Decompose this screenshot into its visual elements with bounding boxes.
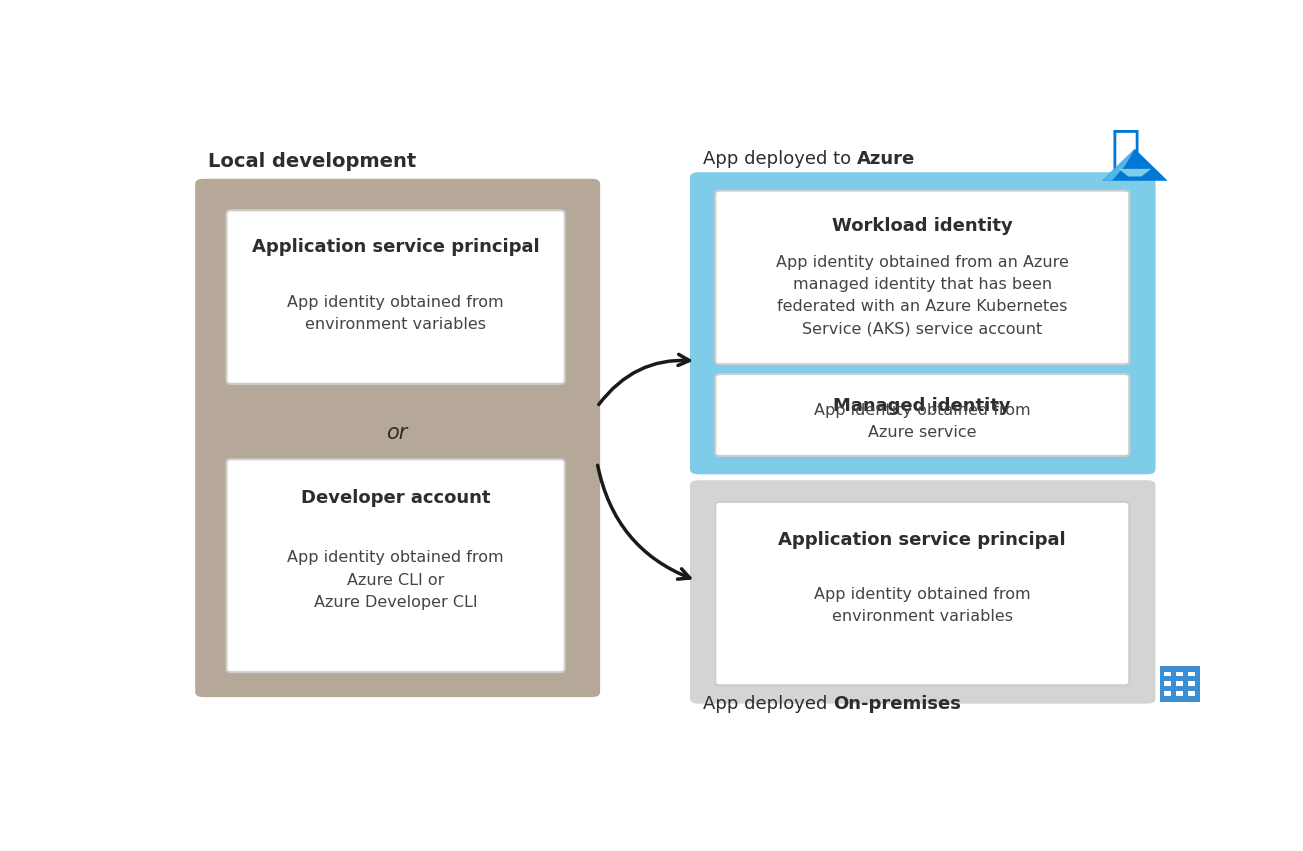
Text: Local development: Local development	[208, 152, 417, 171]
Text: Application service principal: Application service principal	[251, 238, 539, 256]
FancyBboxPatch shape	[227, 460, 564, 672]
FancyBboxPatch shape	[1188, 682, 1195, 686]
Polygon shape	[1102, 149, 1135, 180]
FancyBboxPatch shape	[715, 191, 1130, 364]
FancyBboxPatch shape	[691, 480, 1156, 704]
Text: App deployed: App deployed	[704, 694, 833, 713]
FancyBboxPatch shape	[1177, 671, 1183, 677]
Text: Managed identity: Managed identity	[834, 397, 1011, 415]
Text: App deployed to: App deployed to	[704, 150, 857, 168]
FancyBboxPatch shape	[1188, 671, 1195, 677]
Text: Ⓐ: Ⓐ	[1110, 126, 1140, 174]
FancyBboxPatch shape	[195, 179, 601, 697]
FancyBboxPatch shape	[1188, 691, 1195, 696]
Text: App identity obtained from an Azure
managed identity that has been
federated wit: App identity obtained from an Azure mana…	[775, 255, 1068, 336]
Polygon shape	[1102, 149, 1167, 180]
FancyBboxPatch shape	[227, 210, 564, 384]
Polygon shape	[1118, 168, 1152, 176]
FancyBboxPatch shape	[1165, 691, 1171, 696]
FancyBboxPatch shape	[1165, 671, 1171, 677]
Text: App identity obtained from
environment variables: App identity obtained from environment v…	[288, 294, 504, 332]
FancyBboxPatch shape	[715, 374, 1130, 456]
FancyBboxPatch shape	[1160, 665, 1200, 702]
Text: or: or	[387, 423, 408, 443]
Text: Application service principal: Application service principal	[778, 531, 1066, 550]
Text: Workload identity: Workload identity	[831, 217, 1012, 235]
FancyBboxPatch shape	[691, 172, 1156, 474]
FancyBboxPatch shape	[1165, 682, 1171, 686]
FancyBboxPatch shape	[1177, 682, 1183, 686]
Text: On-premises: On-premises	[833, 694, 962, 713]
Text: Azure: Azure	[857, 150, 915, 168]
FancyBboxPatch shape	[1177, 691, 1183, 696]
Text: App identity obtained from
Azure service: App identity obtained from Azure service	[814, 403, 1031, 440]
Text: Developer account: Developer account	[301, 488, 490, 506]
FancyBboxPatch shape	[715, 502, 1130, 685]
Text: App identity obtained from
Azure CLI or
Azure Developer CLI: App identity obtained from Azure CLI or …	[288, 551, 504, 610]
Text: App identity obtained from
environment variables: App identity obtained from environment v…	[814, 587, 1031, 624]
